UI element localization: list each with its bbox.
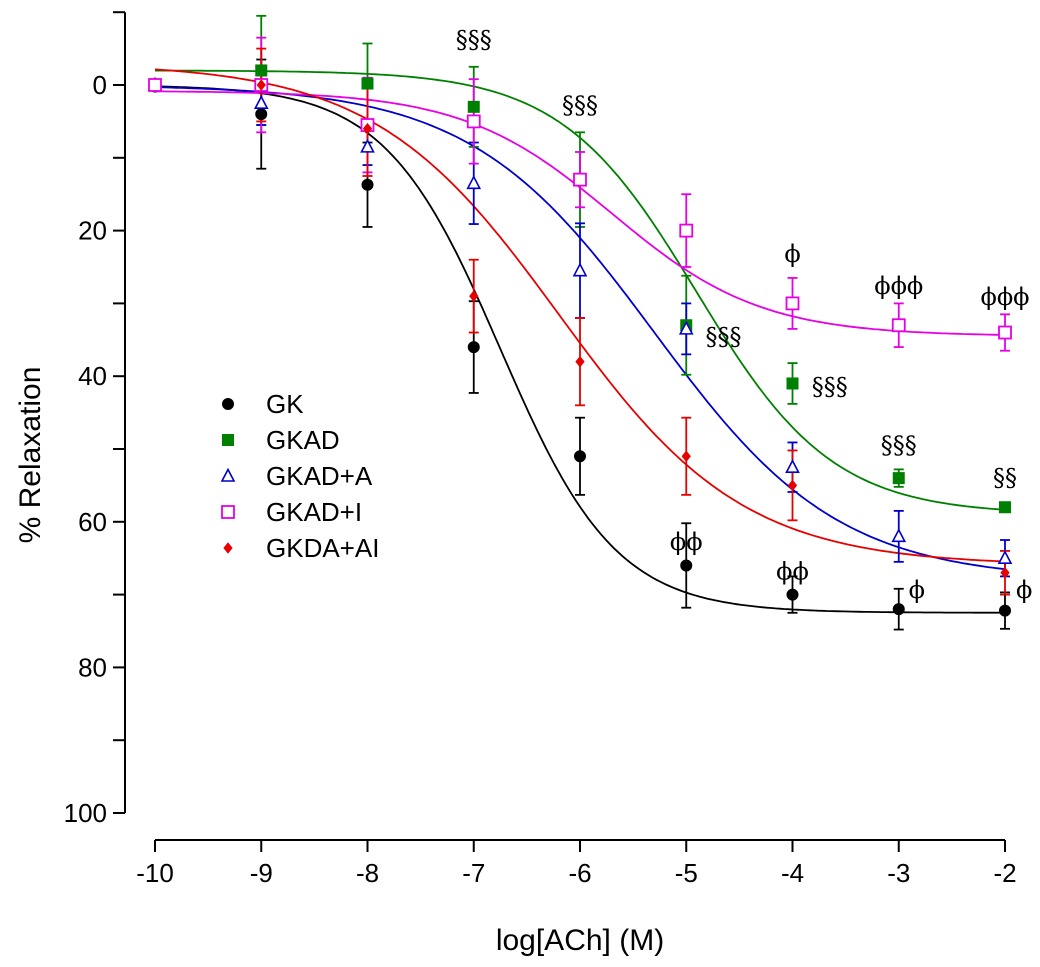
legend: GK GKAD GKAD+A GKAD+I GKDA+AI (220, 389, 379, 563)
data-point-gkda-ai (575, 355, 585, 368)
x-axis-title: log[ACh] (M) (496, 924, 664, 957)
x-tick-label: -6 (568, 858, 591, 888)
data-point-gk (361, 178, 374, 191)
significance-label: §§§ (705, 323, 741, 351)
x-tick-label: -7 (462, 858, 485, 888)
data-point-gkad (361, 77, 374, 90)
data-point-gk (255, 108, 268, 121)
data-point-gkda-ai (1000, 566, 1010, 579)
data-point-gkad (892, 472, 905, 485)
x-tick-label: -10 (136, 858, 174, 888)
data-point-gkad-i (998, 325, 1012, 340)
data-point-gkad-i (891, 318, 906, 333)
data-markers (147, 64, 1013, 617)
data-point-gkda-ai (787, 479, 798, 492)
legend-marker-gkad-a (220, 467, 236, 482)
x-tick-label: -2 (993, 858, 1016, 888)
data-point-gkad-i (466, 114, 481, 129)
data-point-gk (892, 603, 905, 616)
y-tick-label: 40 (78, 361, 107, 391)
legend-label-gkad: GKAD (266, 425, 340, 455)
significance-label: §§§ (812, 373, 848, 401)
data-point-gkad-i (679, 223, 694, 238)
legend-label-gkad-a: GKAD+A (266, 461, 373, 491)
data-point-gkad-i (785, 296, 800, 311)
data-point-gkad-a (997, 549, 1013, 565)
x-tick-label: -4 (781, 858, 804, 888)
data-point-gkda-ai (469, 290, 479, 302)
y-tick-label: 20 (78, 216, 107, 246)
significance-label: ϕ (784, 240, 800, 268)
y-tick-label: 80 (78, 652, 107, 682)
data-point-gkad-a (785, 458, 800, 474)
data-point-gkad (786, 377, 799, 390)
data-point-gkad-i (573, 172, 587, 187)
significance-label: ϕϕ (670, 528, 703, 556)
significance-label: §§§ (456, 26, 492, 54)
data-point-gkad-a (891, 528, 907, 543)
data-point-gkad-a (678, 320, 694, 335)
legend-marker-gk (222, 398, 234, 410)
legend-label-gk: GK (266, 389, 304, 419)
data-point-gkda-ai (256, 79, 266, 91)
data-point-gkad (999, 501, 1011, 514)
x-tick-label: -3 (887, 858, 910, 888)
significance-label: ϕ (909, 576, 925, 604)
data-point-gk (574, 450, 586, 463)
data-point-gkda-ai (681, 450, 691, 463)
legend-label-gkad-i: GKAD+I (266, 497, 362, 527)
data-point-gkad-i (148, 78, 162, 92)
data-point-gkad (467, 100, 480, 113)
fit-curve-gk (154, 85, 1005, 614)
significance-label: ϕ (1016, 576, 1032, 604)
legend-label-gkda-ai: GKDA+AI (266, 533, 379, 563)
x-tick-label: -5 (675, 858, 698, 888)
y-tick-label: 0 (93, 70, 107, 100)
data-point-gk (467, 341, 480, 354)
significance-label: §§§ (562, 91, 598, 119)
y-tick-label: 60 (78, 507, 107, 537)
x-tick-label: -8 (356, 858, 379, 888)
significance-label: ϕϕϕ (874, 272, 923, 300)
data-point-gkad-a (572, 262, 588, 277)
axes: 0 20 40 60 80 100 -10 -9 -8 -7 -6 -5 -4 -3 -2 (64, 11, 1017, 888)
data-point-gkad-a (360, 138, 375, 153)
legend-marker-gkad-i (221, 505, 235, 519)
data-point-gkda-ai (362, 122, 373, 135)
significance-label: ϕϕϕ (980, 283, 1029, 311)
legend-marker-gkda-ai (223, 542, 233, 554)
data-point-gk (999, 604, 1011, 617)
data-point-gk (680, 559, 693, 572)
legend-marker-gkad (222, 434, 234, 446)
y-tick-label: 100 (64, 798, 107, 828)
significance-label: §§ (993, 464, 1017, 492)
data-point-gkad-a (253, 94, 269, 109)
data-point-gkad-a (466, 175, 482, 190)
data-point-gkad (255, 64, 268, 77)
y-axis-title: % Relaxation (14, 367, 47, 544)
significance-label: ϕϕ (776, 557, 809, 585)
x-tick-label: -9 (250, 858, 273, 888)
data-point-gk (786, 588, 799, 601)
significance-label: §§§ (881, 431, 917, 459)
